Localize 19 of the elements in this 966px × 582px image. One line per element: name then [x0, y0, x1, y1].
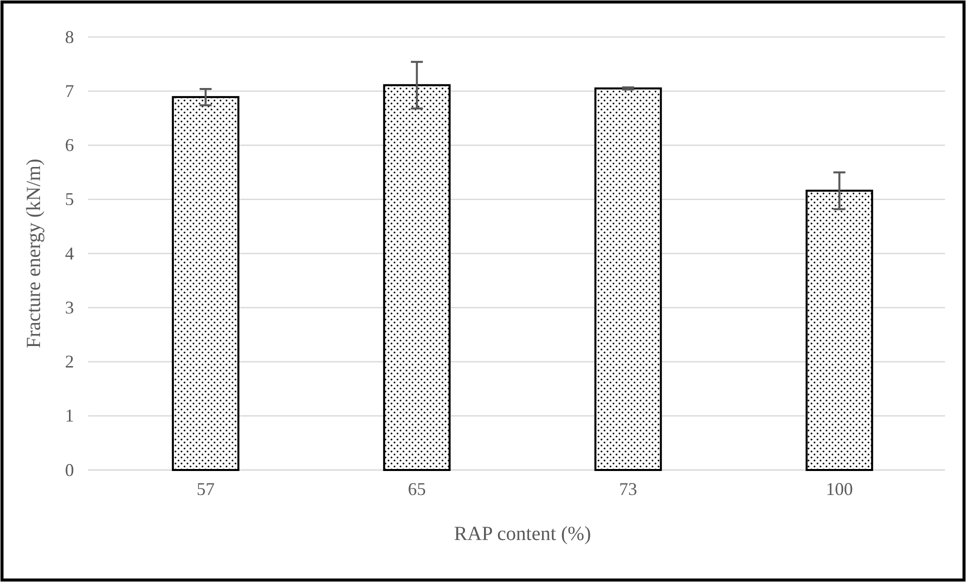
- y-tick-label: 1: [65, 406, 74, 426]
- bar: [594, 87, 662, 471]
- y-axis-title: Fracture energy (kN/m): [23, 158, 45, 348]
- x-tick-label: 100: [826, 478, 853, 499]
- bar: [806, 190, 874, 471]
- y-tick-label: 0: [65, 460, 74, 480]
- x-tick-label: 57: [196, 478, 215, 499]
- y-tick-label: 6: [65, 135, 74, 156]
- bar: [172, 96, 240, 471]
- y-tick-label: 2: [65, 352, 74, 372]
- y-tick-label: 7: [65, 80, 74, 101]
- x-axis-title: RAP content (%): [454, 523, 592, 545]
- y-tick-label: 5: [65, 189, 74, 210]
- bar: [383, 84, 451, 471]
- x-tick-label: 73: [619, 478, 638, 499]
- x-tick-label: 65: [408, 478, 426, 499]
- y-tick-label: 8: [65, 26, 74, 47]
- y-tick-label: 4: [65, 243, 74, 264]
- y-tick-label: 3: [65, 297, 74, 318]
